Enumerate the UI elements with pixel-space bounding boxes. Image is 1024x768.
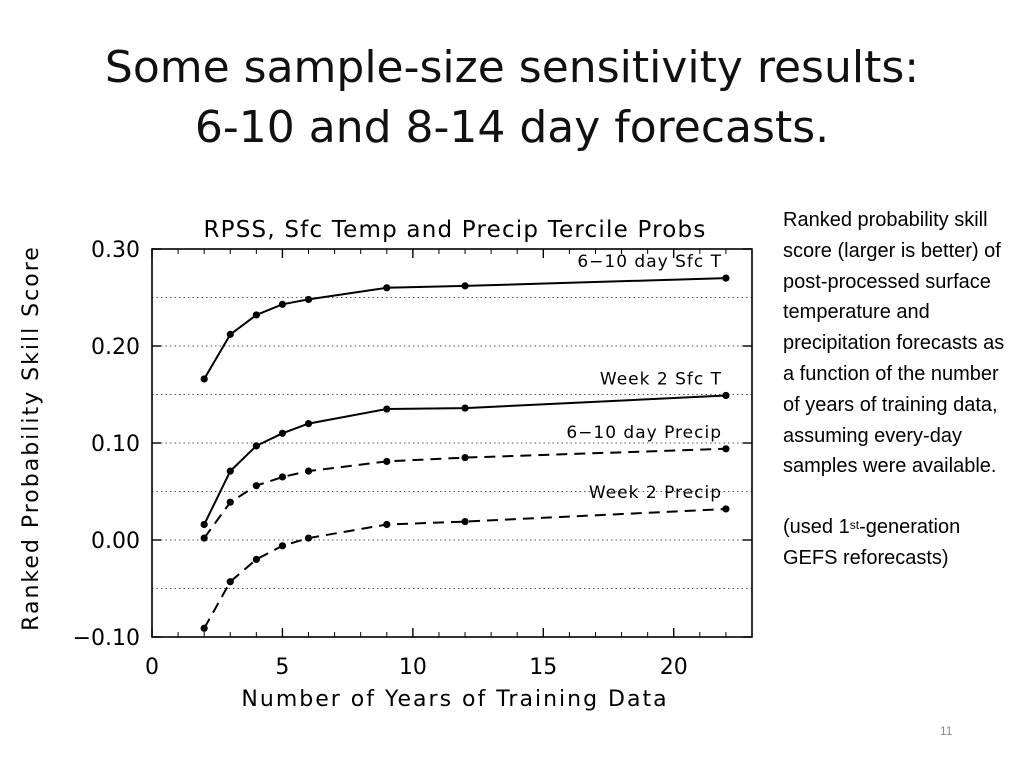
data-point bbox=[383, 405, 391, 413]
series-label: 6−10 day Sfc T bbox=[577, 252, 722, 272]
chart-title: RPSS, Sfc Temp and Precip Tercile Probs bbox=[203, 217, 706, 243]
slide-title: Some sample-size sensitivity results: 6-… bbox=[0, 38, 1024, 158]
rpss-line-chart: RPSS, Sfc Temp and Precip Tercile Probs … bbox=[19, 217, 753, 712]
x-tick-label: 20 bbox=[660, 655, 688, 680]
x-axis-label: Number of Years of Training Data bbox=[241, 687, 668, 712]
data-point bbox=[722, 391, 730, 400]
data-point bbox=[722, 505, 730, 513]
x-tick-label: 15 bbox=[529, 655, 557, 680]
slide-title-line-2: 6-10 and 8-14 day forecasts. bbox=[194, 102, 830, 153]
data-point bbox=[226, 498, 234, 506]
data-point bbox=[461, 282, 469, 290]
series-line bbox=[203, 394, 726, 525]
side-note-source-prefix: (used 1 bbox=[783, 516, 850, 539]
series-line bbox=[203, 277, 726, 380]
series-label: 6−10 day Precip bbox=[566, 423, 722, 443]
data-point bbox=[383, 284, 391, 292]
side-note-description: Ranked probability skill score (larger i… bbox=[783, 209, 1005, 478]
data-point bbox=[304, 420, 313, 428]
data-point bbox=[252, 311, 260, 319]
side-note-source: (used 1st-generation GEFS reforecasts) bbox=[783, 512, 1013, 574]
data-point bbox=[304, 467, 313, 475]
data-point bbox=[278, 300, 287, 308]
side-note: Ranked probability skill score (larger i… bbox=[783, 205, 1013, 574]
x-tick-label: 5 bbox=[275, 655, 289, 680]
data-point bbox=[722, 274, 730, 282]
data-point bbox=[278, 429, 287, 437]
data-point bbox=[252, 482, 260, 490]
data-point bbox=[278, 473, 287, 481]
data-point bbox=[252, 555, 260, 564]
data-point bbox=[200, 375, 208, 383]
data-point bbox=[304, 534, 313, 542]
slide-title-line-1: Some sample-size sensitivity results: bbox=[104, 42, 920, 93]
y-tick-label: −0.10 bbox=[73, 626, 140, 651]
data-point bbox=[304, 295, 313, 304]
data-point bbox=[278, 542, 287, 550]
series-line bbox=[203, 447, 726, 539]
x-tick-label: 0 bbox=[145, 655, 159, 680]
slide-number: 11 bbox=[940, 724, 953, 738]
data-point bbox=[200, 520, 208, 529]
data-point bbox=[252, 442, 260, 450]
data-point bbox=[226, 578, 234, 586]
data-point bbox=[383, 457, 391, 466]
plot-area: 0.30 0.20 0.10 0.00 −0.100 5 10 15 20 6−10 day Sf… bbox=[73, 238, 753, 680]
series-line bbox=[203, 508, 726, 629]
side-note-source-suffix: -generation GEFS reforecasts) bbox=[783, 516, 961, 569]
data-point bbox=[226, 467, 234, 475]
data-point bbox=[461, 517, 469, 526]
y-tick-label: 0.00 bbox=[91, 529, 140, 554]
y-tick-label: 0.20 bbox=[91, 335, 140, 360]
data-point bbox=[461, 453, 469, 462]
side-note-source-superscript: st bbox=[849, 518, 860, 533]
x-tick-label: 10 bbox=[399, 655, 427, 680]
y-axis-label: Ranked Probability Skill Score bbox=[19, 245, 44, 631]
y-tick-label: 0.10 bbox=[91, 432, 140, 457]
y-tick-label: 0.30 bbox=[91, 238, 140, 263]
data-point bbox=[722, 445, 730, 453]
series-label: Week 2 Precip bbox=[589, 483, 722, 503]
data-point bbox=[200, 534, 208, 542]
data-point bbox=[226, 330, 234, 338]
data-point bbox=[200, 624, 208, 632]
series-label: Week 2 Sfc T bbox=[600, 369, 722, 389]
data-point bbox=[383, 520, 391, 529]
data-point bbox=[461, 404, 469, 412]
